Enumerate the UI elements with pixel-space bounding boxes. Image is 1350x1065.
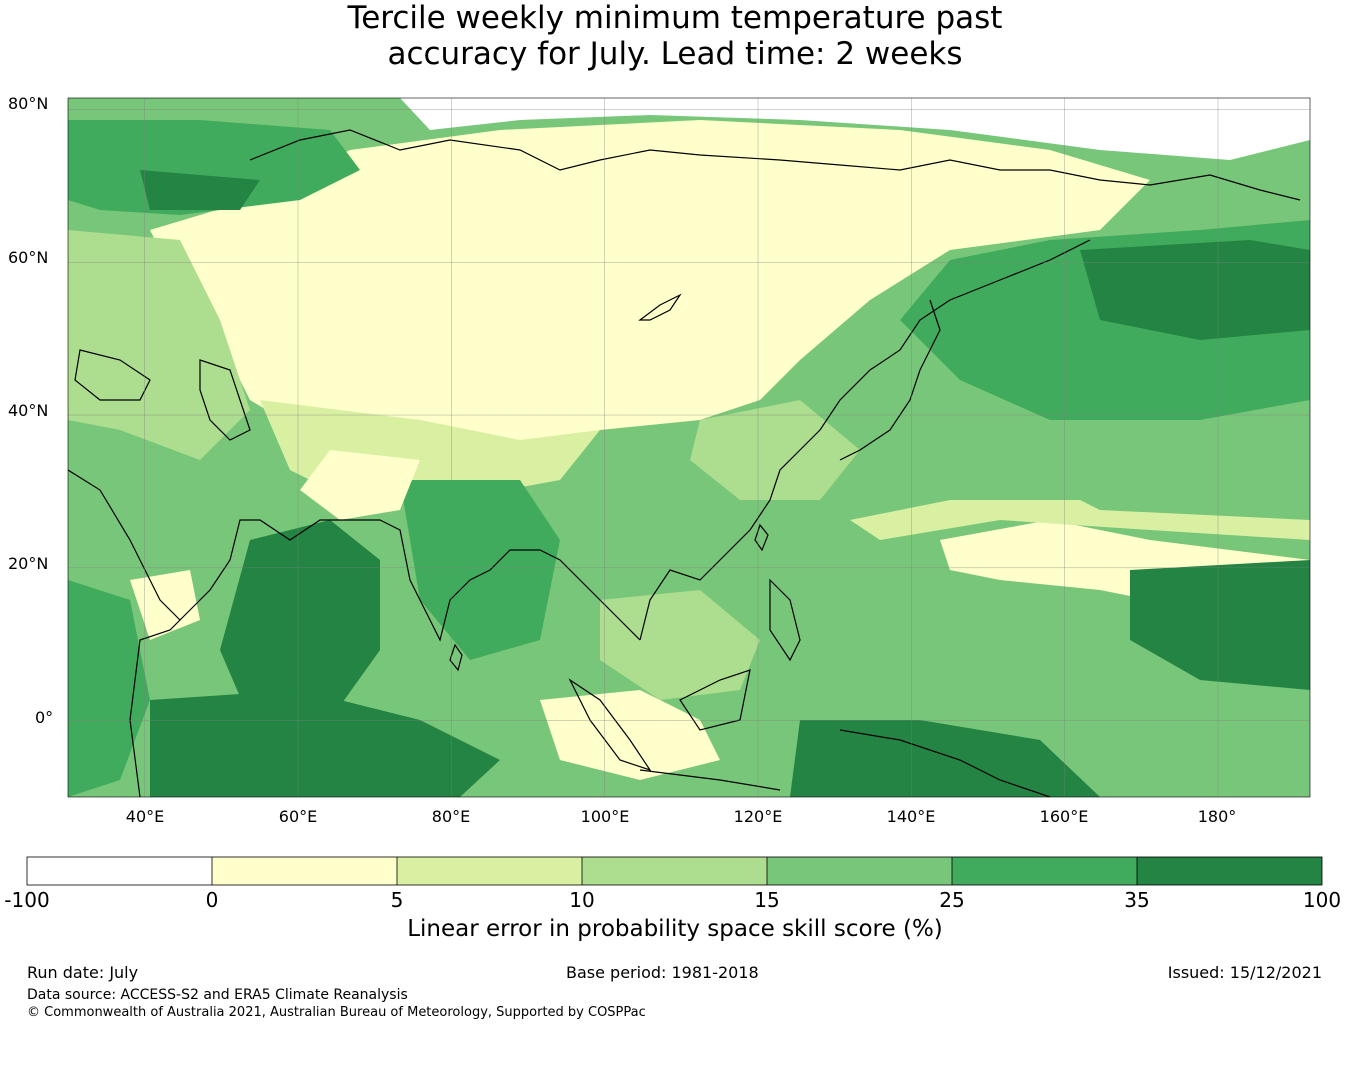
- colorbar: [26, 856, 1323, 886]
- coastline-black-sea: [74, 349, 151, 401]
- chart-title: Tercile weekly minimum temperature past …: [0, 0, 1350, 72]
- arctic-no-skill-area: [400, 98, 1310, 160]
- lat-label-20n: 20°N: [8, 554, 49, 573]
- coastline-japan: [839, 299, 941, 461]
- colorbar-tick-15: 15: [754, 888, 780, 912]
- colorbar-tick-35: 35: [1124, 888, 1150, 912]
- colorbar-segment-2: [397, 857, 582, 885]
- coastlines: [68, 129, 1301, 797]
- lon-label-120e: 120°E: [733, 807, 783, 826]
- data-source: Data source: ACCESS-S2 and ERA5 Climate …: [27, 987, 408, 1003]
- indian-ocean-high-area: [150, 690, 500, 797]
- siberia-low-skill-area: [150, 120, 1150, 470]
- bay-of-bengal-area: [400, 480, 560, 660]
- issued-date: Issued: 15/12/2021: [1167, 963, 1322, 982]
- colorbar-tick-5: 5: [390, 888, 404, 912]
- lon-label-160e: 160°E: [1039, 807, 1089, 826]
- title-line-2: accuracy for July. Lead time: 2 weeks: [387, 36, 963, 72]
- colorbar-segment-6: [1137, 857, 1322, 885]
- base-period: Base period: 1981-2018: [566, 963, 759, 982]
- tibet-area: [300, 450, 420, 520]
- coastline-sri-lanka: [449, 643, 463, 672]
- lat-label-80n: 80°N: [8, 94, 49, 113]
- lon-label-140e: 140°E: [886, 807, 936, 826]
- coastline-red-sea: [68, 469, 181, 621]
- coastline-caspian: [199, 359, 251, 441]
- colorbar-tick-10: 10: [569, 888, 595, 912]
- lat-label-40n: 40°N: [8, 401, 49, 420]
- title-line-1: Tercile weekly minimum temperature past: [347, 0, 1003, 36]
- east-china-area: [690, 400, 860, 500]
- run-date: Run date: July: [27, 963, 139, 982]
- maritime-continent-low-area: [540, 690, 720, 780]
- colorbar-segment-5: [952, 857, 1137, 885]
- colorbar-tick-25: 25: [939, 888, 965, 912]
- coastline-new-guinea: [839, 729, 1051, 797]
- coastline-east-asia: [639, 239, 1091, 641]
- coastline-sumatra: [568, 678, 652, 772]
- colorbar-tick-0: 0: [205, 888, 219, 912]
- western-pacific-high-area: [790, 720, 1100, 797]
- lon-label-60e: 60°E: [278, 807, 318, 826]
- coastline-baikal: [638, 293, 682, 321]
- lon-label-180: 180°: [1197, 807, 1237, 826]
- copyright: © Commonwealth of Australia 2021, Austra…: [27, 1005, 646, 1020]
- colorbar-frame: [26, 856, 1323, 886]
- tropical-pacific-high-area: [1130, 560, 1310, 690]
- coastline-borneo: [679, 669, 751, 731]
- indonesia-moderate-area: [600, 590, 760, 700]
- map-frame: [67, 97, 1311, 798]
- equatorial-pacific-area: [1040, 690, 1310, 797]
- northern-europe-high-area: [68, 120, 360, 215]
- lon-label-40e: 40°E: [125, 807, 165, 826]
- colorbar-tick-100: 100: [1302, 888, 1342, 912]
- lon-label-100e: 100°E: [580, 807, 630, 826]
- arabian-sea-high-area: [220, 520, 380, 720]
- coastline-south-asia: [129, 519, 641, 797]
- colorbar-segment-3: [582, 857, 767, 885]
- map-gridlines: [68, 98, 1310, 797]
- coastline-arctic: [249, 129, 1301, 201]
- colorbar-segment-1: [212, 857, 397, 885]
- coastline-java: [639, 769, 781, 791]
- central-pacific-area: [1040, 430, 1310, 520]
- lon-label-80e: 80°E: [431, 807, 471, 826]
- okhotsk-high-area: [1080, 240, 1310, 340]
- colorbar-tick-neg100: -100: [4, 888, 50, 912]
- coastline-taiwan: [754, 523, 769, 552]
- barents-area: [140, 170, 260, 210]
- lat-label-60n: 60°N: [8, 248, 49, 267]
- colorbar-segment-4: [767, 857, 952, 885]
- africa-moderate-area: [68, 580, 150, 797]
- colorbar-title: Linear error in probability space skill …: [407, 916, 943, 942]
- coastline-philippines: [769, 578, 801, 662]
- colorbar-segment-0: [27, 857, 212, 885]
- lat-label-0: 0°: [35, 708, 54, 727]
